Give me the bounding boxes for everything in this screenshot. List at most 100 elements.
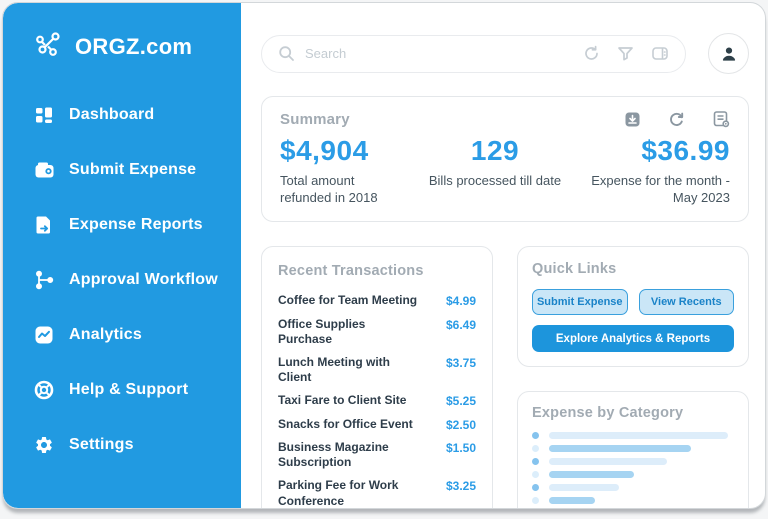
summary-title: Summary bbox=[280, 110, 350, 128]
transactions-list: Coffee for Team Meeting $4.99 Office Sup… bbox=[278, 293, 476, 508]
search-icon bbox=[278, 45, 295, 62]
quick-links-title: Quick Links bbox=[532, 261, 617, 278]
sidebar-item-label: Submit Expense bbox=[69, 161, 197, 178]
category-bar-row bbox=[532, 497, 734, 505]
stat-label: Expense for the month - May 2023 bbox=[591, 173, 730, 206]
sidebar-item-submit-expense[interactable]: Submit Expense bbox=[33, 159, 229, 181]
main-content: Summary bbox=[241, 3, 765, 508]
transaction-row[interactable]: Snacks for Office Event $2.50 bbox=[278, 417, 476, 432]
category-bar-row bbox=[532, 484, 734, 492]
user-avatar[interactable] bbox=[708, 33, 749, 74]
transaction-row[interactable]: Parking Fee for Work Conference $3.25 bbox=[278, 478, 476, 508]
stat-value: $4,904 bbox=[280, 135, 369, 166]
sidebar: ORGZ.com Dashboard bbox=[3, 3, 241, 508]
category-bar bbox=[549, 432, 729, 440]
sidebar-item-label: Dashboard bbox=[69, 106, 155, 123]
category-dot bbox=[532, 432, 539, 440]
sidebar-item-analytics[interactable]: Analytics bbox=[33, 324, 229, 346]
category-bar bbox=[549, 445, 692, 453]
workflow-icon bbox=[33, 269, 55, 291]
stat-refunded: $4,904 Total amount refunded in 2018 bbox=[280, 135, 405, 206]
refresh-icon[interactable] bbox=[668, 111, 685, 128]
category-bar-row bbox=[532, 471, 734, 479]
transaction-amount: $6.49 bbox=[445, 317, 476, 332]
lifebuoy-icon bbox=[33, 379, 55, 401]
network-logo-icon bbox=[33, 29, 63, 64]
category-dot bbox=[532, 458, 539, 466]
stat-month-expense: $36.99 Expense for the month - May 2023 bbox=[585, 135, 730, 206]
transaction-amount: $4.99 bbox=[445, 294, 476, 309]
transaction-name: Coffee for Team Meeting bbox=[278, 293, 418, 308]
category-bar bbox=[549, 484, 620, 492]
transaction-name: Office Supplies Purchase bbox=[278, 316, 366, 346]
logo[interactable]: ORGZ.com bbox=[33, 29, 229, 64]
submit-expense-button[interactable]: Submit Expense bbox=[532, 289, 628, 316]
sidebar-item-approval-workflow[interactable]: Approval Workflow bbox=[33, 269, 229, 291]
dashboard-grid-icon bbox=[33, 104, 55, 126]
search-bar[interactable] bbox=[261, 34, 686, 73]
category-bar-row bbox=[532, 458, 734, 466]
transaction-row[interactable]: Business Magazine Subscription $1.50 bbox=[278, 440, 476, 470]
view-recents-button[interactable]: View Recents bbox=[638, 289, 734, 316]
category-dot bbox=[532, 484, 539, 492]
file-export-icon bbox=[33, 214, 55, 236]
quick-links-card: Quick Links Submit Expense View Recents … bbox=[517, 246, 749, 368]
category-bar-row bbox=[532, 445, 734, 453]
topbar bbox=[261, 33, 749, 74]
stat-bills: 129 Bills processed till date bbox=[429, 135, 561, 206]
transaction-amount: $1.50 bbox=[445, 440, 476, 455]
logo-text: ORGZ.com bbox=[75, 33, 193, 59]
category-bar-row bbox=[532, 432, 734, 440]
report-icon[interactable] bbox=[712, 110, 730, 128]
category-dot bbox=[532, 445, 539, 453]
transaction-row[interactable]: Office Supplies Purchase $6.49 bbox=[278, 317, 476, 347]
sidebar-item-settings[interactable]: Settings bbox=[33, 434, 229, 456]
stat-value: $36.99 bbox=[641, 135, 730, 166]
refresh-icon[interactable] bbox=[583, 45, 600, 62]
sidebar-item-dashboard[interactable]: Dashboard bbox=[33, 104, 229, 126]
transaction-amount: $2.50 bbox=[445, 417, 476, 432]
expense-by-category-title: Expense by Category bbox=[532, 405, 684, 422]
transaction-amount: $5.25 bbox=[445, 394, 476, 409]
app-window: ORGZ.com Dashboard bbox=[2, 2, 766, 509]
filter-icon[interactable] bbox=[617, 45, 634, 62]
category-bar bbox=[549, 458, 668, 466]
analytics-wave-icon bbox=[33, 324, 55, 346]
sidebar-item-expense-reports[interactable]: Expense Reports bbox=[33, 214, 229, 236]
transaction-name: Taxi Fare to Client Site bbox=[278, 393, 407, 408]
layout-toggle-icon[interactable] bbox=[651, 45, 669, 62]
sidebar-nav: Dashboard Submit Expense bbox=[33, 104, 229, 456]
sidebar-item-label: Approval Workflow bbox=[69, 271, 218, 288]
transaction-name: Parking Fee for Work Conference bbox=[278, 478, 399, 508]
transaction-row[interactable]: Taxi Fare to Client Site $5.25 bbox=[278, 393, 476, 408]
summary-card: Summary bbox=[261, 96, 749, 223]
download-icon[interactable] bbox=[624, 111, 641, 128]
transaction-name: Snacks for Office Event bbox=[278, 416, 413, 431]
category-bar bbox=[549, 497, 596, 505]
category-chart-rows bbox=[532, 432, 734, 508]
stat-value: 129 bbox=[470, 135, 520, 166]
explore-analytics-button[interactable]: Explore Analytics & Reports bbox=[532, 325, 734, 353]
sidebar-item-label: Expense Reports bbox=[69, 216, 203, 233]
category-bar bbox=[549, 471, 635, 479]
category-dot bbox=[532, 471, 539, 479]
stat-label: Total amount refunded in 2018 bbox=[280, 173, 378, 206]
search-input[interactable] bbox=[305, 46, 573, 61]
sidebar-item-label: Settings bbox=[69, 436, 134, 453]
gear-icon bbox=[33, 434, 55, 456]
category-dot bbox=[532, 497, 539, 505]
recent-transactions-card: Recent Transactions Coffee for Team Meet… bbox=[261, 246, 493, 508]
wallet-icon bbox=[33, 159, 55, 181]
transaction-name: Business Magazine Subscription bbox=[278, 439, 389, 470]
recent-transactions-title: Recent Transactions bbox=[278, 263, 424, 280]
expense-by-category-card: Expense by Category bbox=[517, 391, 749, 508]
transaction-row[interactable]: Lunch Meeting with Client $3.75 bbox=[278, 355, 476, 385]
transaction-row[interactable]: Coffee for Team Meeting $4.99 bbox=[278, 293, 476, 308]
transaction-name: Lunch Meeting with Client bbox=[278, 355, 390, 385]
transaction-amount: $3.25 bbox=[445, 479, 476, 494]
sidebar-item-help-support[interactable]: Help & Support bbox=[33, 379, 229, 401]
stat-label: Bills processed till date bbox=[428, 173, 562, 188]
transaction-amount: $3.75 bbox=[445, 356, 476, 371]
sidebar-item-label: Help & Support bbox=[69, 381, 189, 398]
sidebar-item-label: Analytics bbox=[69, 326, 142, 343]
